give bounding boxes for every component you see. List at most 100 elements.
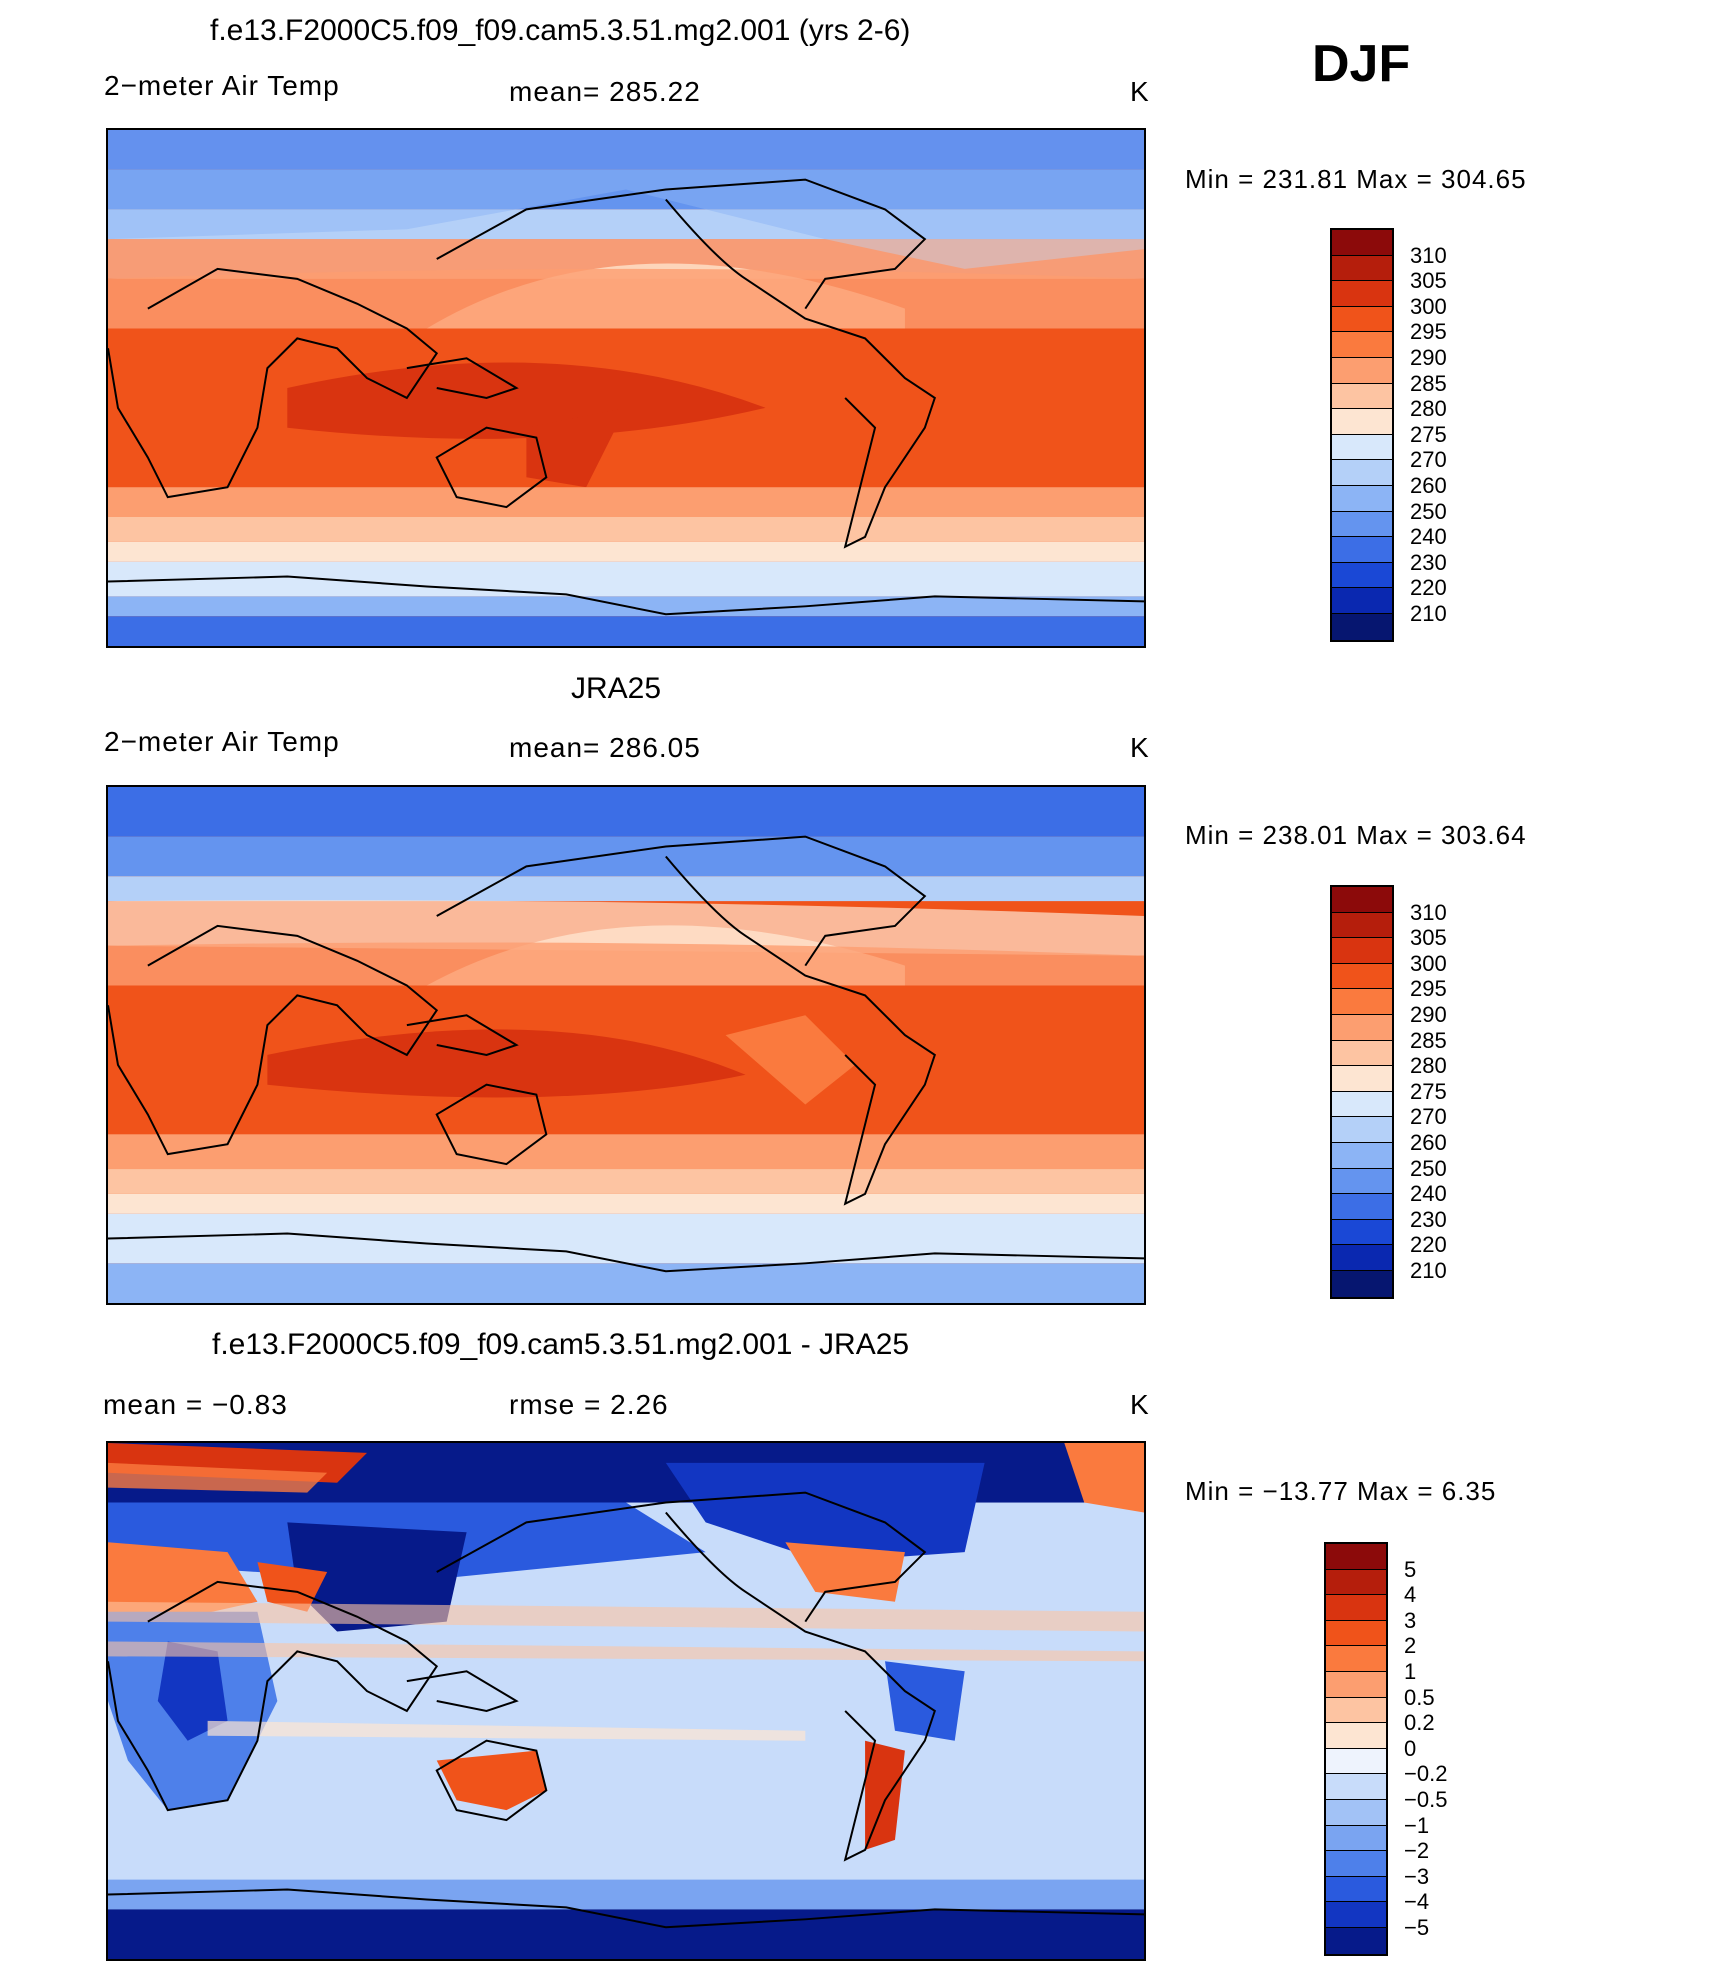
map-temp-model — [108, 130, 1144, 646]
legend-label: 280 — [1410, 396, 1447, 422]
legend-color-box — [1332, 255, 1392, 282]
legend-color-box — [1332, 613, 1392, 640]
legend-label: −4 — [1404, 1889, 1430, 1915]
panel-2-minmax: Min = 238.01 Max = 303.64 — [1185, 820, 1527, 850]
legend-label: 0.2 — [1404, 1710, 1435, 1736]
legend-label: 285 — [1410, 370, 1447, 396]
legend-color-box — [1326, 1620, 1386, 1647]
legend-color-box — [1332, 434, 1392, 461]
map-temp-obs — [108, 787, 1144, 1303]
legend-color-box — [1332, 1219, 1392, 1246]
legend-label: 0.5 — [1404, 1684, 1435, 1710]
legend-label: −0.2 — [1404, 1761, 1448, 1787]
legend-color-box — [1332, 537, 1392, 563]
legend-color-box — [1332, 963, 1392, 990]
legend-color-box — [1332, 1117, 1392, 1143]
legend-label: 210 — [1410, 1258, 1447, 1283]
legend-color-box — [1326, 1799, 1386, 1826]
panel-3-units: K — [1130, 1389, 1150, 1420]
legend-color-box — [1332, 938, 1392, 964]
legend-color-box — [1332, 1168, 1392, 1195]
panel-3-map — [106, 1441, 1146, 1961]
legend-label: 0 — [1404, 1735, 1417, 1761]
legend-label: 300 — [1410, 293, 1447, 319]
legend-color-box — [1332, 588, 1392, 614]
legend-label: 305 — [1410, 925, 1447, 951]
legend-label: 260 — [1410, 473, 1447, 498]
legend-label: 295 — [1410, 976, 1447, 1002]
legend-color-box — [1326, 1876, 1386, 1903]
panel-3-legend-bar — [1324, 1542, 1388, 1956]
legend-label: 230 — [1410, 1206, 1447, 1232]
panel-3-minmax: Min = −13.77 Max = 6.35 — [1185, 1476, 1497, 1506]
legend-color-box — [1332, 460, 1392, 486]
legend-label: 220 — [1410, 1232, 1447, 1258]
legend-color-box — [1326, 1825, 1386, 1852]
legend-color-box — [1326, 1697, 1386, 1724]
legend-color-box — [1332, 1014, 1392, 1041]
legend-label: 210 — [1410, 601, 1447, 626]
legend-color-box — [1326, 1902, 1386, 1928]
legend-color-box — [1326, 1646, 1386, 1672]
panel-1-variable-label: 2−meter Air Temp — [104, 70, 340, 101]
legend-label: 270 — [1410, 1104, 1447, 1130]
panel-2-units: K — [1130, 732, 1150, 763]
legend-label: −3 — [1404, 1863, 1430, 1889]
panel-2-legend-bar — [1330, 885, 1394, 1299]
legend-label: 305 — [1410, 268, 1447, 294]
panel-2-map — [106, 785, 1146, 1305]
legend-color-box — [1332, 1270, 1392, 1297]
legend-label: 290 — [1410, 345, 1447, 370]
panel-1-units: K — [1130, 76, 1150, 107]
legend-color-box — [1326, 1851, 1386, 1877]
legend-label: 275 — [1410, 1078, 1447, 1104]
legend-color-box — [1332, 1194, 1392, 1220]
legend-color-box — [1332, 332, 1392, 358]
legend-color-box — [1332, 989, 1392, 1015]
map-temp-difference — [108, 1443, 1144, 1959]
legend-color-box — [1326, 1569, 1386, 1596]
panel-2-variable-label: 2−meter Air Temp — [104, 726, 340, 757]
legend-label: 285 — [1410, 1027, 1447, 1053]
panel-3-rmse-label: rmse = 2.26 — [509, 1389, 669, 1420]
legend-label: 250 — [1410, 1155, 1447, 1181]
legend-color-box — [1332, 1066, 1392, 1092]
legend-label: −2 — [1404, 1838, 1430, 1864]
panel-1-map — [106, 128, 1146, 648]
legend-label: 220 — [1410, 575, 1447, 601]
legend-label: 1 — [1404, 1659, 1417, 1684]
legend-label: 240 — [1410, 524, 1447, 550]
legend-label: −1 — [1404, 1812, 1430, 1838]
legend-label: 4 — [1404, 1582, 1417, 1608]
legend-color-box — [1332, 485, 1392, 512]
legend-color-box — [1332, 912, 1392, 939]
panel-2-mean-label: mean= 286.05 — [509, 732, 701, 763]
season-label: DJF — [1312, 35, 1411, 93]
legend-color-box — [1326, 1671, 1386, 1698]
legend-label: 310 — [1410, 242, 1447, 268]
legend-label: 240 — [1410, 1181, 1447, 1207]
legend-label: 300 — [1410, 950, 1447, 976]
legend-color-box — [1326, 1723, 1386, 1749]
legend-color-box — [1332, 383, 1392, 410]
panel-3-mean-label: mean = −0.83 — [103, 1389, 288, 1420]
legend-color-box — [1332, 1091, 1392, 1118]
legend-label: 270 — [1410, 447, 1447, 473]
legend-color-box — [1332, 1040, 1392, 1067]
panel-1-mean-label: mean= 285.22 — [509, 76, 701, 107]
legend-label: 230 — [1410, 549, 1447, 575]
legend-label: 250 — [1410, 498, 1447, 524]
panel-1-minmax: Min = 231.81 Max = 304.65 — [1185, 164, 1527, 194]
legend-label: −0.5 — [1404, 1787, 1448, 1812]
panel-1-title: f.e13.F2000C5.f09_f09.cam5.3.51.mg2.001 … — [210, 14, 911, 47]
legend-label: 290 — [1410, 1002, 1447, 1027]
legend-color-box — [1326, 1595, 1386, 1621]
legend-label: 310 — [1410, 899, 1447, 925]
panel-2-title: JRA25 — [571, 672, 662, 705]
legend-label: 3 — [1404, 1607, 1417, 1633]
legend-color-box — [1326, 1748, 1386, 1775]
legend-color-box — [1326, 1927, 1386, 1954]
legend-color-box — [1332, 306, 1392, 333]
legend-color-box — [1332, 409, 1392, 435]
legend-label: 275 — [1410, 421, 1447, 447]
